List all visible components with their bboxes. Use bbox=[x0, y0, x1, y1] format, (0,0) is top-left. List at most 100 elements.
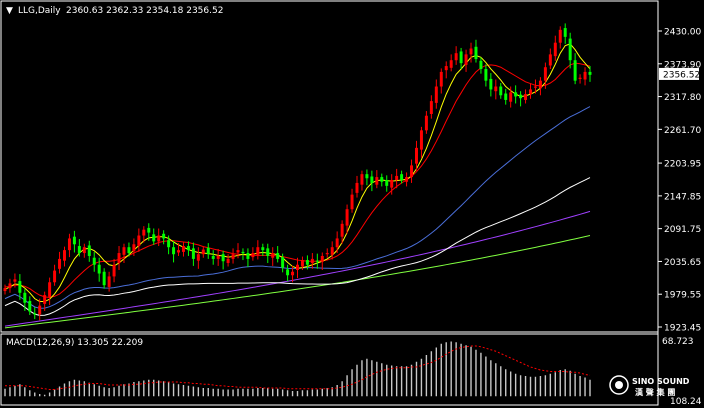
candle-body bbox=[568, 38, 572, 61]
candle-body bbox=[186, 246, 190, 251]
ohlc-label: 2360.63 2362.33 2354.18 2356.52 bbox=[66, 6, 223, 16]
candle-body bbox=[449, 60, 453, 68]
candlesticks bbox=[3, 23, 592, 321]
candle-body bbox=[3, 288, 7, 292]
candle-body bbox=[588, 71, 592, 75]
candle-body bbox=[172, 247, 176, 255]
candle-body bbox=[266, 248, 270, 256]
candle-body bbox=[132, 244, 136, 252]
price-tick-label: 1923.45 bbox=[664, 324, 701, 334]
candle-body bbox=[112, 264, 116, 277]
candle-body bbox=[335, 238, 339, 248]
candle-body bbox=[563, 28, 567, 37]
candle-body bbox=[236, 250, 240, 253]
moving-average-lines bbox=[4, 43, 591, 329]
candle-body bbox=[276, 253, 280, 259]
candle-body bbox=[127, 247, 131, 254]
candle-body bbox=[211, 255, 215, 259]
brand-subtitle: 漢 聲 集 團 bbox=[635, 387, 675, 397]
macd-axis-bottom: 108.24 bbox=[670, 397, 702, 407]
candle-body bbox=[8, 283, 12, 289]
candle-body bbox=[524, 94, 528, 100]
candle-body bbox=[177, 250, 181, 253]
macd-label: MACD(12,26,9) 13.305 22.209 bbox=[6, 338, 143, 348]
candle-body bbox=[246, 253, 250, 259]
candle-body bbox=[385, 180, 389, 186]
main-panel-frame bbox=[0, 0, 659, 333]
price-tick-label: 2430.00 bbox=[664, 28, 701, 38]
candle-body bbox=[459, 51, 463, 64]
candle-body bbox=[107, 276, 111, 287]
candle-body bbox=[296, 264, 299, 270]
candle-body bbox=[92, 257, 96, 265]
candle-body bbox=[434, 86, 438, 103]
candle-body bbox=[33, 313, 37, 315]
candle-body bbox=[305, 260, 309, 265]
candle-body bbox=[533, 86, 537, 88]
candle-body bbox=[355, 182, 359, 193]
candle-body bbox=[320, 255, 324, 262]
candle-body bbox=[137, 235, 141, 247]
candle-body bbox=[370, 176, 374, 183]
candle-body bbox=[509, 92, 513, 102]
candle-body bbox=[142, 229, 146, 236]
candle-body bbox=[231, 254, 235, 259]
candle-body bbox=[162, 233, 166, 239]
symbol-label: LLG,Daily bbox=[18, 6, 61, 16]
candle-body bbox=[117, 253, 121, 263]
candle-body bbox=[489, 78, 493, 90]
candle-body bbox=[206, 247, 210, 255]
candle-body bbox=[325, 253, 329, 255]
candle-body bbox=[345, 209, 349, 226]
candle-body bbox=[573, 60, 577, 81]
candle-body bbox=[43, 295, 47, 304]
candle-body bbox=[538, 80, 542, 89]
candle-body bbox=[365, 174, 369, 179]
candle-body bbox=[152, 234, 156, 242]
candle-body bbox=[251, 253, 255, 258]
last-price-tag: 2356.52 bbox=[659, 67, 700, 80]
macd-axis-top: 68.723 bbox=[662, 337, 694, 347]
candle-body bbox=[375, 177, 379, 185]
price-tick-label: 2317.80 bbox=[664, 93, 701, 103]
candle-body bbox=[201, 249, 205, 255]
candle-body bbox=[28, 300, 32, 312]
candle-body bbox=[494, 86, 498, 92]
candle-body bbox=[48, 282, 52, 297]
candle-body bbox=[181, 246, 185, 252]
candle-body bbox=[543, 67, 547, 81]
candle-body bbox=[553, 42, 557, 57]
price-tick-label: 2147.85 bbox=[664, 192, 701, 202]
candle-body bbox=[261, 247, 265, 251]
candle-body bbox=[300, 260, 304, 267]
candle-body bbox=[157, 235, 161, 242]
brand-name: SINO SOUND bbox=[632, 377, 690, 386]
candle-body bbox=[444, 66, 448, 71]
candle-body bbox=[122, 247, 126, 255]
candle-body bbox=[315, 260, 319, 262]
candle-body bbox=[558, 29, 562, 43]
candle-body bbox=[529, 89, 532, 95]
candle-body bbox=[38, 305, 42, 315]
collapse-triangle-icon[interactable]: ▼ bbox=[6, 6, 13, 16]
ma-purple-line bbox=[4, 210, 591, 327]
candle-body bbox=[350, 194, 354, 210]
candle-body bbox=[241, 251, 245, 254]
candle-body bbox=[519, 94, 523, 99]
macd-signal-line bbox=[5, 345, 591, 390]
candle-body bbox=[414, 147, 418, 164]
candle-body bbox=[196, 254, 200, 261]
candle-body bbox=[429, 101, 433, 114]
candle-body bbox=[102, 271, 106, 286]
candle-body bbox=[67, 238, 71, 251]
candle-body bbox=[405, 177, 409, 182]
candle-body bbox=[221, 254, 225, 262]
candle-body bbox=[548, 54, 552, 66]
candle-body bbox=[469, 48, 473, 55]
macd-histogram bbox=[4, 341, 591, 397]
candle-body bbox=[499, 86, 503, 96]
candle-body bbox=[400, 174, 404, 181]
price-tick-label: 2203.95 bbox=[664, 160, 701, 170]
candle-body bbox=[464, 54, 468, 65]
